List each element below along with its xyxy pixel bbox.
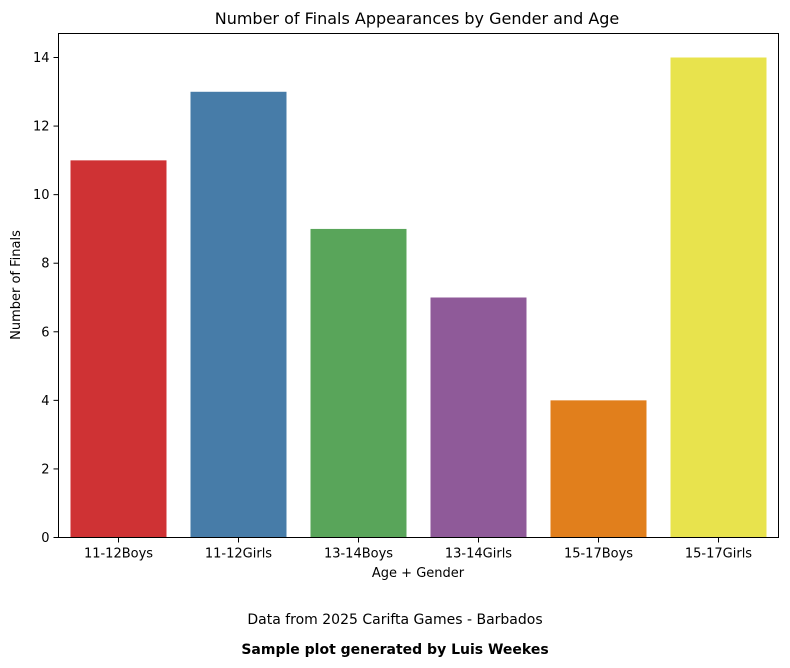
y-axis-ticks: 0 2 4 6 8 10 12 14	[33, 51, 59, 546]
y-tick-label: 14	[33, 51, 50, 66]
x-tick-label: 15-17Boys	[564, 547, 633, 562]
plot-frame	[58, 33, 779, 538]
y-tick-label: 10	[33, 188, 50, 203]
y-tick-label: 12	[33, 120, 50, 135]
x-tick-label: 11-12Boys	[84, 547, 153, 562]
bars-group	[70, 57, 767, 538]
x-axis-label: Age + Gender	[372, 566, 465, 581]
source-caption: Data from 2025 Carifta Games - Barbados	[247, 612, 542, 628]
x-tick-label: 13-14Boys	[324, 547, 393, 562]
chart-title: Number of Finals Appearances by Gender a…	[215, 9, 620, 28]
x-tick-label: 15-17Girls	[685, 547, 752, 562]
y-tick-label: 6	[41, 325, 49, 340]
y-axis-label: Number of Finals	[9, 230, 24, 340]
x-tick-label: 13-14Girls	[445, 547, 512, 562]
bar-11-12girls	[190, 91, 287, 538]
bar-15-17boys	[550, 400, 647, 538]
credit-caption: Sample plot generated by Luis Weekes	[241, 642, 548, 658]
x-axis-ticks: 11-12Boys 11-12Girls 13-14Boys 13-14Girls 15…	[84, 537, 752, 562]
y-tick-label: 4	[41, 394, 49, 409]
y-tick-label: 0	[41, 531, 49, 546]
y-tick-label: 8	[41, 257, 49, 272]
bar-13-14girls	[430, 297, 527, 538]
bar-13-14boys	[310, 228, 407, 538]
bar-11-12boys	[70, 160, 167, 538]
bar-15-17girls	[670, 57, 767, 538]
x-tick-label: 11-12Girls	[205, 547, 272, 562]
y-tick-label: 2	[41, 462, 49, 477]
